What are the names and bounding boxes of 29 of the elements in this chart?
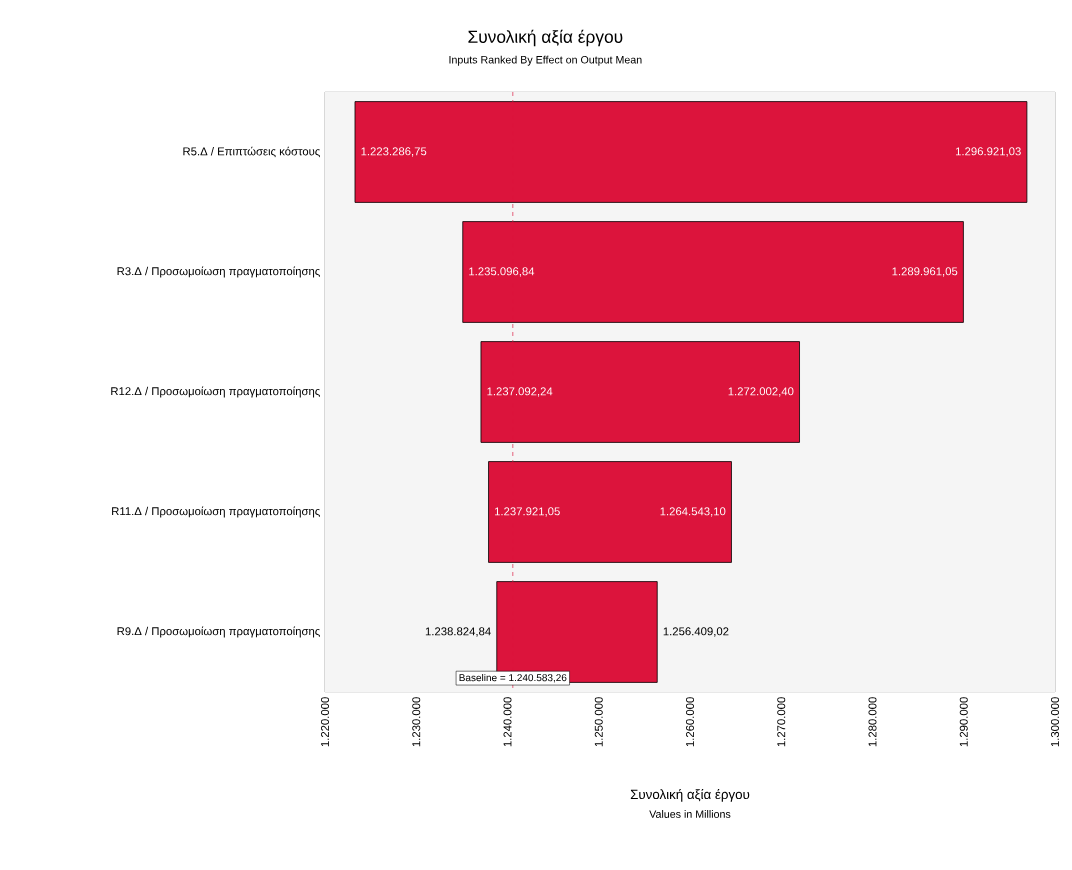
annotation: 1.296.921,03: [955, 147, 1021, 157]
annotation: 1.289.961,05: [892, 267, 958, 277]
y-tick-label: R3.Δ / Προσωμοίωση πραγματοποίησης: [117, 266, 320, 278]
chart-subtitle: Inputs Ranked By Effect on Output Mean: [449, 55, 642, 66]
x-tick-label: 1.260.000: [686, 697, 695, 747]
annotation: 1.235.096,84: [469, 267, 535, 277]
ref-line-label: Baseline = 1.240.583,26: [459, 673, 567, 683]
annotation: 1.256.409,02: [663, 627, 729, 637]
y-tick-label: R5.Δ / Επιπτώσεις κόστους: [183, 146, 320, 158]
x-tick-label: 1.240.000: [503, 697, 512, 747]
y-tick-label: R12.Δ / Προσωμοίωση πραγματοποίησης: [111, 386, 320, 398]
annotation: 1.238.824,84: [425, 627, 491, 637]
x-tick-label: 1.230.000: [412, 697, 421, 747]
y-tick-label: R9.Δ / Προσωμοίωση πραγματοποίησης: [117, 626, 320, 638]
x-axis-title: Συνολική αξία έργου: [630, 788, 750, 802]
y-tick-label: R11.Δ / Προσωμοίωση πραγματοποίησης: [112, 506, 320, 518]
annotation: 1.237.921,05: [494, 507, 560, 517]
annotation: 1.272.002,40: [728, 387, 794, 397]
x-tick-label: 1.250.000: [594, 697, 603, 747]
annotation: 1.223.286,75: [361, 147, 427, 157]
x-tick-label: 1.300.000: [1050, 697, 1059, 747]
x-tick-label: 1.280.000: [868, 697, 877, 747]
x-tick-label: 1.220.000: [321, 697, 330, 747]
chart-title: Συνολική αξία έργου: [468, 29, 623, 47]
x-tick-label: 1.270.000: [777, 697, 786, 747]
text: Values in Millions: [649, 810, 731, 818]
x-tick-label: 1.290.000: [959, 697, 968, 747]
annotation: 1.237.092,24: [487, 387, 553, 397]
annotation: 1.264.543,10: [660, 507, 726, 517]
